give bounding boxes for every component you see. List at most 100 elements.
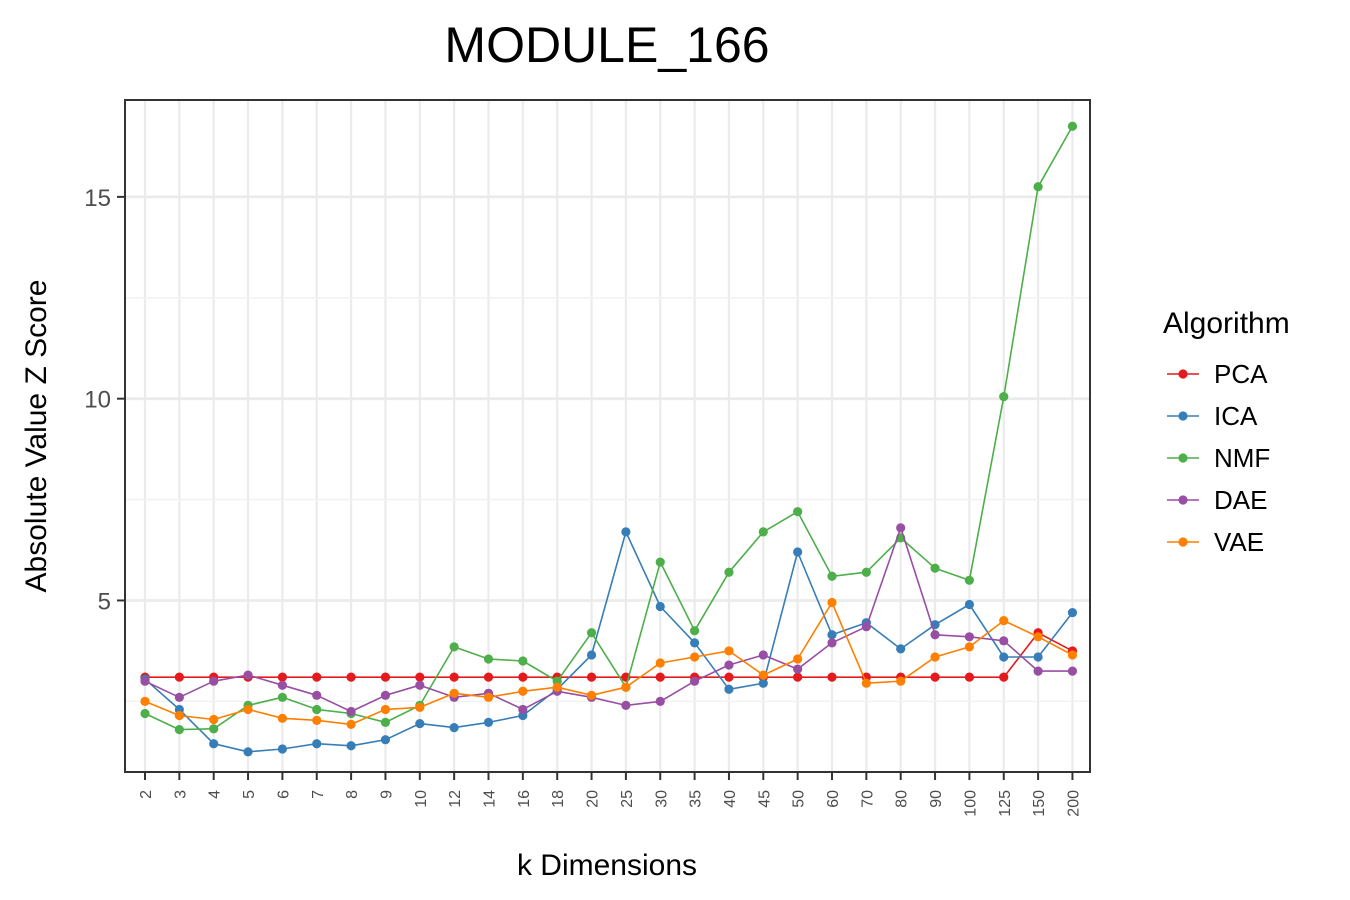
grid	[125, 100, 1090, 772]
legend-key-point-pca	[1178, 369, 1188, 379]
data-point-dae	[1067, 666, 1078, 676]
data-point-ica	[1067, 607, 1078, 618]
data-point-pca	[793, 672, 803, 682]
data-point-dae	[380, 690, 391, 700]
data-point-ica	[586, 650, 597, 660]
data-point-pca	[518, 672, 528, 682]
x-tick-label: 9	[378, 790, 395, 799]
x-tick-label: 45	[756, 790, 773, 808]
x-tick-label: 8	[344, 790, 361, 799]
legend-label-vae: VAE	[1214, 527, 1264, 557]
data-point-vae	[483, 692, 494, 702]
x-tick-label: 40	[722, 790, 739, 808]
x-tick-label: 16	[516, 790, 533, 808]
y-tick-label: 5	[98, 588, 111, 615]
legend-label-nmf: NMF	[1214, 443, 1270, 473]
legend-key-point-vae	[1178, 537, 1188, 547]
data-point-vae	[209, 714, 219, 725]
x-tick-label: 6	[275, 790, 292, 799]
data-point-vae	[1067, 650, 1078, 660]
data-point-pca	[827, 672, 837, 682]
data-point-vae	[380, 704, 391, 715]
data-point-pca	[380, 672, 391, 682]
data-point-vae	[415, 702, 425, 713]
legend-key-point-dae	[1178, 495, 1188, 505]
data-point-nmf	[312, 704, 322, 715]
data-point-vae	[277, 713, 287, 723]
data-point-vae	[690, 652, 700, 662]
data-point-nmf	[174, 725, 184, 735]
x-tick-label: 70	[859, 790, 876, 808]
data-point-vae	[552, 682, 562, 692]
data-point-nmf	[140, 708, 150, 719]
x-tick-label: 125	[997, 790, 1014, 817]
data-point-pca	[999, 672, 1009, 682]
data-point-vae	[655, 658, 665, 668]
data-point-ica	[655, 601, 665, 612]
data-point-ica	[209, 739, 219, 749]
data-point-dae	[1033, 666, 1043, 676]
data-point-dae	[930, 630, 940, 640]
data-point-nmf	[449, 642, 459, 652]
data-point-vae	[793, 654, 803, 664]
legend-label-pca: PCA	[1214, 359, 1268, 389]
data-point-vae	[827, 597, 837, 608]
data-point-nmf	[483, 654, 494, 664]
plot-panel-border	[124, 99, 1091, 773]
data-point-nmf	[655, 557, 665, 567]
data-point-dae	[415, 680, 425, 690]
data-point-vae	[1033, 632, 1043, 642]
data-point-ica	[999, 652, 1009, 662]
x-tick-label: 7	[310, 790, 327, 799]
data-point-pca	[586, 672, 597, 682]
data-point-nmf	[380, 717, 391, 727]
series-line-pca	[145, 631, 1073, 679]
data-point-nmf	[964, 575, 975, 585]
x-axis: 2 3 4 5 6 7 8 9 10 12 14 16 18 20 25 30 35 40 45 50 60 70 80 90…	[138, 772, 1082, 817]
data-point-pca	[964, 672, 975, 682]
x-tick-label: 3	[172, 790, 189, 799]
data-point-dae	[896, 523, 906, 533]
data-point-vae	[312, 715, 322, 725]
data-point-ica	[415, 718, 425, 729]
chart-title: MODULE_166	[444, 17, 769, 73]
data-point-ica	[758, 678, 768, 688]
series-line-ica	[144, 531, 1074, 753]
data-point-vae	[518, 686, 528, 696]
data-point-vae	[140, 696, 150, 706]
data-point-nmf	[277, 692, 287, 702]
data-point-ica	[277, 744, 287, 754]
data-point-vae	[724, 646, 734, 656]
y-axis-title: Absolute Value Z Score	[20, 280, 53, 593]
y-tick-label: 15	[84, 185, 111, 212]
x-tick-label: 12	[447, 790, 464, 808]
data-point-ica	[312, 739, 322, 749]
data-point-dae	[655, 696, 665, 706]
data-point-dae	[999, 636, 1009, 646]
data-point-dae	[621, 700, 631, 711]
data-point-pca	[930, 672, 940, 682]
data-point-nmf	[690, 626, 700, 636]
data-point-dae	[518, 704, 528, 715]
x-tick-label: 25	[619, 790, 636, 808]
data-point-vae	[449, 688, 459, 698]
x-tick-label: 80	[894, 790, 911, 808]
x-tick-label: 200	[1065, 790, 1082, 817]
data-point-vae	[861, 678, 871, 688]
data-point-nmf	[793, 507, 803, 517]
data-point-nmf	[827, 571, 837, 581]
data-point-ica	[243, 747, 253, 757]
data-point-nmf	[209, 724, 219, 734]
data-point-nmf	[930, 563, 940, 573]
data-point-dae	[861, 622, 871, 632]
data-point-ica	[449, 723, 459, 733]
data-point-nmf	[758, 527, 768, 537]
data-point-dae	[277, 680, 287, 690]
data-point-pca	[724, 672, 734, 682]
data-point-vae	[758, 670, 768, 680]
legend-key-point-nmf	[1178, 453, 1188, 463]
x-tick-label: 60	[825, 790, 842, 808]
data-point-pca	[174, 672, 184, 682]
data-point-dae	[793, 664, 803, 674]
data-point-nmf	[861, 567, 871, 577]
